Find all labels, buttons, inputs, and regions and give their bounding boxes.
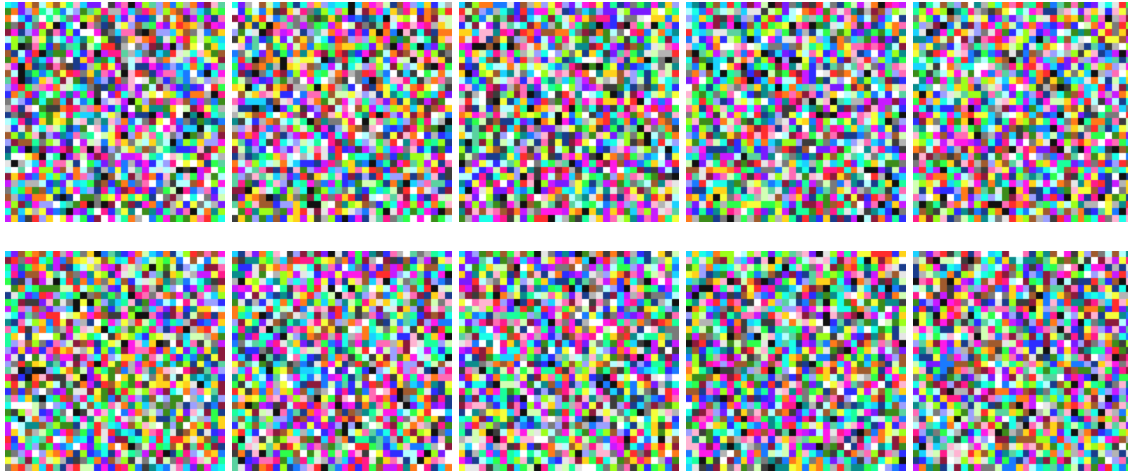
noise-tile-9 <box>686 251 906 471</box>
noise-tile-3 <box>459 2 679 222</box>
noise-tile-1 <box>5 2 225 222</box>
noise-tile-10 <box>913 251 1128 471</box>
noise-tile-2 <box>232 2 452 222</box>
noise-tile-8 <box>459 251 679 471</box>
noise-tile-6 <box>5 251 225 471</box>
noise-tile-4 <box>686 2 906 222</box>
noise-tile-7 <box>232 251 452 471</box>
noise-tile-5 <box>913 2 1128 222</box>
